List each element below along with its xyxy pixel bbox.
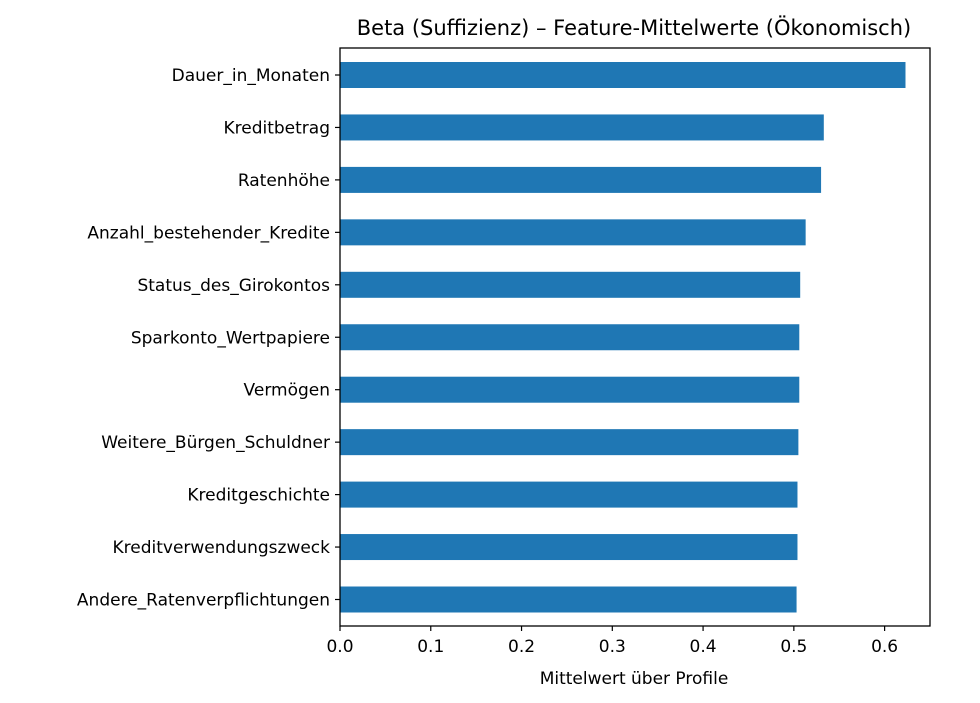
x-axis: 0.0 0.1 0.2 0.3 0.4 0.5 0.6 [326, 626, 898, 657]
bar-Kreditbetrag [340, 114, 824, 141]
y-tick-label: Andere_Ratenverpflichtungen [77, 591, 330, 611]
x-tick-label: 0.3 [599, 637, 626, 657]
bar-Status_des_Girokontos [340, 271, 801, 298]
y-tick-label: Kreditbetrag [223, 118, 330, 138]
x-tick-label: 0.1 [417, 637, 444, 657]
y-tick-label: Status_des_Girokontos [137, 276, 330, 296]
chart-title: Beta (Suffizienz) – Feature-Mittelwerte … [357, 15, 911, 40]
bar-Ratenhöhe [340, 166, 822, 193]
bar-Anzahl_bestehender_Kredite [340, 219, 806, 246]
plot-frame [339, 47, 931, 627]
x-tick-label: 0.0 [326, 637, 353, 657]
y-tick-label: Sparkonto_Wertpapiere [131, 328, 330, 348]
bar-Kreditgeschichte [340, 481, 798, 508]
y-tick-label: Kreditverwendungszweck [112, 538, 330, 558]
x-tick-label: 0.5 [780, 637, 807, 657]
y-tick-label: Weitere_Bürgen_Schuldner [101, 433, 330, 453]
bars-group [340, 62, 906, 613]
bar-Vermögen [340, 376, 800, 403]
y-tick-label: Dauer_in_Monaten [172, 66, 330, 86]
y-tick-label: Vermögen [244, 381, 330, 401]
bar-Sparkonto_Wertpapiere [340, 324, 800, 351]
y-tick-label: Anzahl_bestehender_Kredite [87, 223, 330, 243]
x-tick-label: 0.2 [508, 637, 535, 657]
bar-Weitere_Bürgen_Schuldner [340, 429, 799, 456]
y-tick-label: Kreditgeschichte [187, 486, 330, 506]
y-tick-label: Ratenhöhe [238, 171, 330, 191]
x-axis-label: Mittelwert über Profile [540, 669, 729, 689]
bar-Dauer_in_Monaten [340, 62, 906, 88]
bar-Kreditverwendungszweck [340, 534, 798, 561]
x-tick-label: 0.6 [871, 637, 898, 657]
bar-Andere_Ratenverpflichtungen [340, 586, 797, 613]
y-axis: Dauer_in_Monaten Kreditbetrag Ratenhöhe Anz… [77, 66, 340, 611]
x-tick-label: 0.4 [690, 637, 717, 657]
